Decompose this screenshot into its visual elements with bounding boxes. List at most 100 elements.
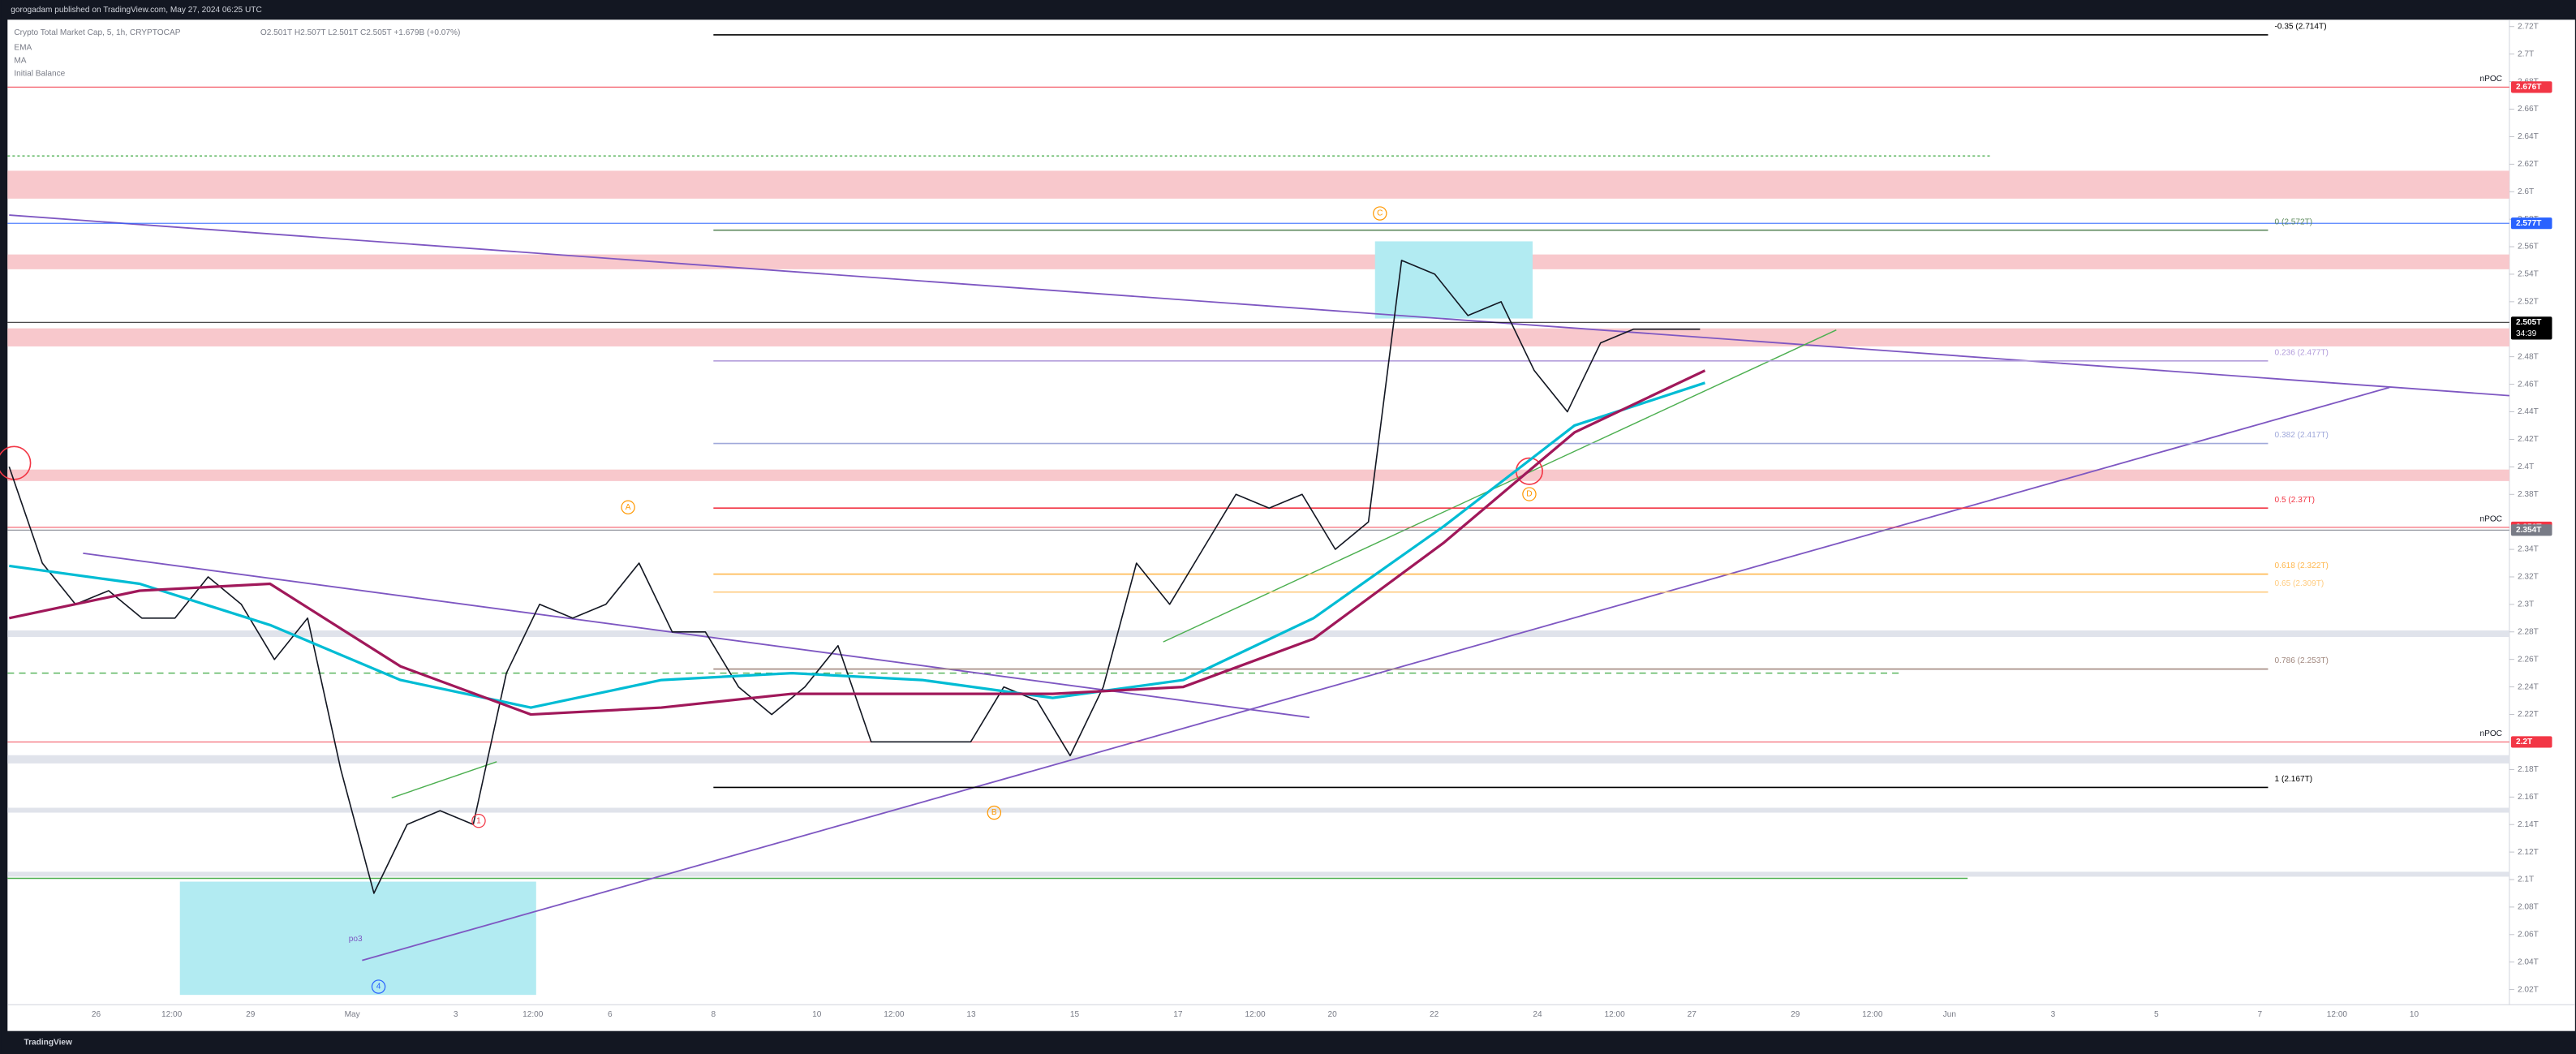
price-label: 2.52T: [2518, 298, 2539, 307]
annotation: B: [991, 808, 997, 817]
annotation-circle: [1373, 206, 1387, 221]
price-label: 2.54T: [2518, 270, 2539, 279]
time-label: 3: [454, 1010, 458, 1019]
time-label: 27: [1688, 1010, 1697, 1019]
box: [1374, 241, 1533, 319]
fib-label: 0 (2.572T): [2275, 217, 2313, 226]
legend-indicator: MA: [14, 57, 26, 66]
npoc-label: nPOC: [2479, 75, 2502, 84]
price-label: 2.72T: [2518, 22, 2539, 31]
fib-label: 0.5 (2.37T): [2275, 496, 2315, 505]
plot: [7, 34, 2509, 894]
price-badge: [2510, 316, 2552, 340]
fib-label: 0.65 (2.309T): [2275, 579, 2324, 588]
zone: [7, 254, 2509, 269]
price-label: 2.22T: [2518, 710, 2539, 719]
zones: [0, 155, 2509, 996]
box: [179, 881, 536, 996]
header-title: gorogadam published on TradingView.com, …: [11, 6, 261, 15]
indicator-line: [9, 381, 1705, 709]
time-label: 8: [712, 1010, 716, 1019]
price-label: 2.04T: [2518, 957, 2539, 966]
fib-label: 0.786 (2.253T): [2275, 656, 2329, 665]
time-label: 22: [1430, 1010, 1439, 1019]
time-label: 5: [2154, 1010, 2159, 1019]
price-label: 2.16T: [2518, 793, 2539, 802]
badge-sub: 34:39: [2516, 329, 2537, 338]
price-label: 2.28T: [2518, 627, 2539, 636]
price-label: 2.48T: [2518, 352, 2539, 361]
price-label: 2.24T: [2518, 682, 2539, 691]
time-label: 24: [1533, 1010, 1542, 1019]
price-label: 2.26T: [2518, 655, 2539, 664]
annotation: D: [1526, 490, 1532, 499]
annotation-circle: [471, 813, 486, 828]
footer-brand[interactable]: TradingView: [24, 1039, 72, 1048]
badge-label: 2.2T: [2516, 738, 2533, 746]
time-label: 12:00: [1862, 1010, 1883, 1019]
time-label: 20: [1328, 1010, 1338, 1019]
price-label: 2.7T: [2518, 49, 2534, 58]
price-label: 2.64T: [2518, 132, 2539, 141]
trend-line: [9, 214, 2509, 397]
annotation: 1: [476, 816, 481, 825]
price-label: 2.32T: [2518, 573, 2539, 582]
zone: [7, 755, 2509, 764]
legend-ohlc: O2.501T H2.507T L2.501T C2.505T +1.679B …: [260, 28, 461, 37]
time-label: 12:00: [523, 1010, 544, 1019]
price-label: 2.12T: [2518, 848, 2539, 857]
time-label: 3: [2051, 1010, 2056, 1019]
indicator-line: [8, 369, 1706, 716]
zone: [7, 807, 2509, 813]
price-label: 2.56T: [2518, 243, 2539, 252]
badge-label: 2.505T: [2516, 318, 2542, 327]
legend-indicator: Initial Balance: [14, 70, 65, 79]
zone: [7, 469, 2509, 481]
annotation-circle: [1522, 487, 1537, 501]
fib-label: -0.35 (2.714T): [2275, 22, 2327, 31]
price-badge: [2510, 736, 2552, 748]
badge-label: 2.354T: [2516, 526, 2542, 535]
price-label: 2.1T: [2518, 875, 2534, 884]
npoc-label: nPOC: [2479, 514, 2502, 523]
time-label: 17: [1173, 1010, 1183, 1019]
zone: [7, 630, 2509, 638]
legend-indicator: EMA: [14, 43, 32, 52]
fib-label: 0.618 (2.322T): [2275, 561, 2329, 570]
annotation-circle: [371, 979, 386, 994]
annotation: po3: [349, 935, 363, 944]
time-label: 10: [812, 1010, 822, 1019]
trend-line: [1163, 329, 1837, 643]
annotation: 4: [376, 983, 381, 992]
zone: [7, 871, 2509, 877]
price-label: 2.34T: [2518, 545, 2539, 554]
time-label: 29: [246, 1010, 256, 1019]
price-label: 2.08T: [2518, 903, 2539, 912]
price-label: 2.62T: [2518, 160, 2539, 169]
time-label: 12:00: [161, 1010, 183, 1019]
price-badge: [2510, 524, 2552, 536]
time-label: 29: [1791, 1010, 1800, 1019]
price-badge: [2510, 217, 2552, 230]
trend-line: [391, 761, 497, 799]
fib-label: 1 (2.167T): [2275, 775, 2313, 784]
time-label: 26: [92, 1010, 101, 1019]
price-label: 2.6T: [2518, 187, 2534, 196]
time-label: 6: [608, 1010, 613, 1019]
price-label: 2.3T: [2518, 600, 2534, 609]
badge-label: 2.577T: [2516, 219, 2542, 228]
price-label: 2.46T: [2518, 380, 2539, 389]
zone: [7, 170, 2509, 199]
time-label: 12:00: [884, 1010, 905, 1019]
badge-label: 2.676T: [2516, 83, 2542, 92]
fib-label: 0.236 (2.477T): [2275, 348, 2329, 357]
time-label: 12:00: [1604, 1010, 1625, 1019]
time-label: May: [345, 1010, 361, 1019]
price-label: 2.06T: [2518, 930, 2539, 939]
annotation-circle: [621, 500, 635, 514]
annotation-circle: [987, 805, 1002, 820]
price-label: 2.38T: [2518, 490, 2539, 499]
time-label: 7: [2258, 1010, 2263, 1019]
